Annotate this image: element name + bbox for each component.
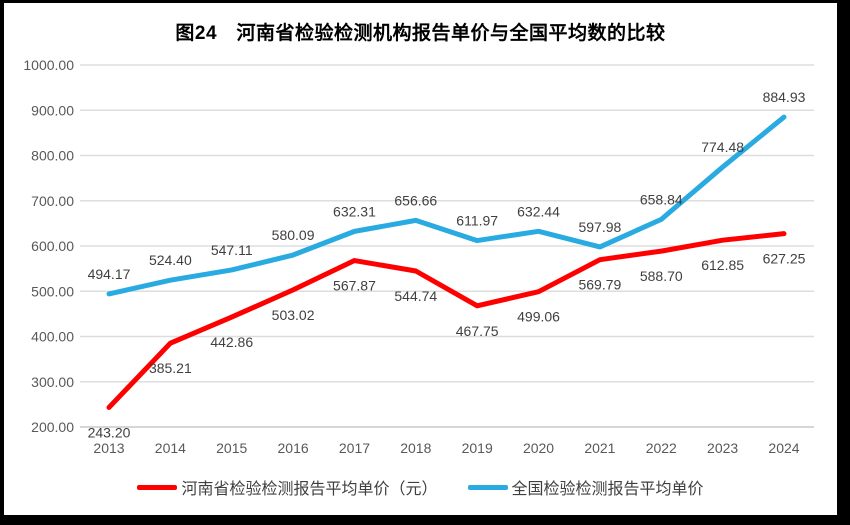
data-label: 503.02 [272,307,315,323]
y-axis-tick-label: 600.00 [31,238,74,254]
x-axis-tick-label: 2015 [216,440,247,456]
data-label: 632.44 [517,203,560,219]
x-axis-tick-label: 2020 [523,440,554,456]
legend-item-national: 全国检验检测报告平均单价 [467,475,704,499]
legend-item-henan: 河南省检验检测报告平均单价（元） [137,475,438,499]
x-axis-tick-label: 2022 [646,440,677,456]
x-axis-tick-label: 2021 [584,440,615,456]
data-label: 385.21 [149,360,192,376]
data-label: 467.75 [456,323,499,339]
series-line-national [106,114,787,297]
y-axis-tick-label: 400.00 [31,329,74,345]
x-axis-tick-label: 2023 [707,440,738,456]
y-axis-tick-label: 500.00 [31,283,74,299]
data-label: 588.70 [640,268,683,284]
data-label: 580.09 [272,227,315,243]
data-label: 567.87 [333,278,376,294]
legend-label-henan: 河南省检验检测报告平均单价（元） [181,481,438,498]
legend-label-national: 全国检验检测报告平均单价 [511,481,704,498]
legend-swatch-blue-line-icon [467,484,508,490]
series-line-henan [106,231,787,410]
y-axis-tick-label: 800.00 [31,148,74,164]
data-label: 774.48 [701,139,744,155]
data-label: 569.79 [578,277,621,293]
y-axis-tick-label: 900.00 [31,102,74,118]
chart-canvas: 图24 河南省检验检测机构报告单价与全国平均数的比较 1000.00 900.00… [4,3,837,515]
y-axis-tick-label: 200.00 [31,419,74,435]
chart-title: 图24 河南省检验检测机构报告单价与全国平均数的比较 [175,23,666,44]
x-axis-tick-label: 2016 [278,440,309,456]
data-label: 547.11 [211,242,253,258]
data-label: 627.25 [763,251,806,267]
data-label: 442.86 [210,334,253,350]
y-axis-tick-label: 700.00 [31,193,74,209]
data-label: 632.31 [333,203,376,219]
data-label: 524.40 [149,252,192,268]
data-label: 611.97 [456,213,498,229]
data-label: 656.66 [394,192,437,208]
data-label: 658.84 [640,191,683,207]
x-axis-tick-label: 2018 [400,440,431,456]
data-label: 884.93 [763,89,806,105]
data-label: 597.98 [578,219,621,235]
line-chart-plot: 1000.00 900.00 800.00 700.00 600.00 500.00 400… [23,57,814,456]
x-axis-tick-label: 2019 [462,440,493,456]
x-axis-tick-label: 2014 [155,440,186,456]
data-label: 544.74 [394,288,437,304]
x-axis-tick-label: 2024 [768,440,799,456]
x-axis-tick-label: 2013 [93,440,124,456]
data-label: 243.20 [88,424,131,440]
y-axis-tick-label: 300.00 [31,374,74,390]
chart-legend: 河南省检验检测报告平均单价（元） 全国检验检测报告平均单价 [4,475,837,499]
legend-swatch-red-line-icon [137,484,178,490]
data-label: 612.85 [701,257,744,273]
y-axis-tick-label: 1000.00 [23,57,74,73]
x-axis-tick-label: 2017 [339,440,370,456]
data-label: 499.06 [517,309,560,325]
data-label: 494.17 [88,266,131,282]
